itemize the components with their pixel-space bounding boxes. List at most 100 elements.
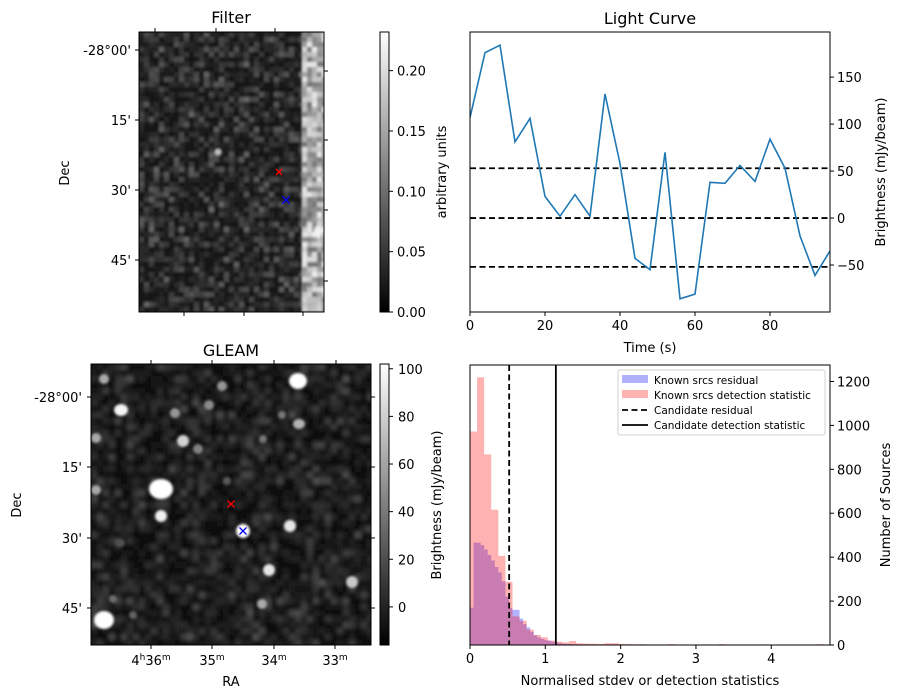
gleam-xtick-label: 4h36m	[131, 653, 170, 669]
detection-histogram-bar	[562, 642, 570, 645]
detection-histogram-bar	[477, 377, 485, 645]
gleam-radio-source	[114, 404, 128, 416]
residual-histogram-bar	[523, 624, 527, 645]
residual-histogram-bar	[519, 618, 524, 645]
residual-histogram-bar	[565, 643, 570, 645]
gleam-radio-source	[293, 419, 305, 429]
light-curve-xtick-label: 40	[612, 319, 629, 334]
detection-histogram-bar	[554, 641, 563, 645]
light-curve-xtick-label: 80	[762, 319, 779, 334]
gleam-xtick-label: 34m	[261, 653, 286, 669]
filter-colorbar: 0.00 0.05 0.10 0.15 0.20 arbitrary units	[379, 31, 450, 321]
detection-histogram-bar	[491, 509, 499, 645]
gleam-colorbar-tick-label: 100	[398, 363, 423, 378]
residual-histogram-bar	[562, 643, 566, 645]
detection-histogram-bar	[484, 454, 492, 645]
filter-ylabel: Dec	[58, 160, 73, 185]
residual-histogram-bar	[491, 560, 495, 645]
gleam-radio-source	[217, 381, 227, 391]
gleam-radio-source	[259, 435, 267, 443]
gleam-radio-source	[257, 599, 267, 609]
gleam-radio-source	[115, 539, 125, 547]
residual-histogram-bar	[484, 549, 488, 645]
detection-histogram-bar	[498, 555, 506, 645]
detection-histogram-bar	[852, 644, 859, 645]
light-curve-xtick-label: 20	[537, 319, 554, 334]
detection-histogram-bar	[540, 637, 548, 645]
filter-ticks	[135, 28, 328, 316]
legend-label: Known srcs residual	[654, 375, 758, 387]
residual-histogram-bar	[533, 635, 538, 645]
gleam-radio-source	[94, 611, 114, 629]
gleam-colorbar-tick-label: 20	[398, 553, 415, 568]
legend-swatch	[622, 375, 648, 383]
filter-candidate-marker	[275, 168, 283, 176]
light-curve-ytick-label: 150	[837, 71, 862, 86]
legend-label: Known srcs detection statistic	[654, 390, 811, 402]
gleam-radio-source	[129, 611, 137, 619]
residual-histogram-bar	[547, 640, 552, 645]
filter-colorbar-label: arbitrary units	[435, 125, 450, 218]
residual-histogram-bar	[487, 554, 492, 645]
histogram-ytick-label: 800	[837, 463, 862, 478]
histogram-xtick-label: 4	[767, 652, 775, 667]
histogram-xtick-label: 0	[466, 652, 474, 667]
gleam-axes-frame	[90, 363, 372, 646]
gleam-radio-source	[177, 435, 189, 447]
detection-histogram-bar	[604, 643, 612, 645]
gleam-title: GLEAM	[203, 341, 259, 360]
detection-histogram-bar	[618, 643, 626, 645]
light-curve-panel: Light Curve 0 20 40 60 80 −50 0 50 100 150 Time (…	[466, 9, 889, 356]
legend-frame	[617, 369, 826, 436]
gleam-colorbar-tick-label: 80	[398, 410, 415, 425]
gleam-colorbar-tick-label: 60	[398, 458, 415, 473]
filter-colorbar-tick-label: 0.10	[397, 185, 426, 200]
light-curve-axes-frame	[469, 31, 831, 313]
residual-histogram-bar	[512, 609, 517, 645]
gleam-xtick-label: 33m	[322, 653, 347, 669]
light-curve-xtick-label: 0	[466, 319, 474, 334]
gleam-colorbar-label: Brightness (mJy/beam)	[430, 431, 445, 580]
gleam-radio-source	[263, 564, 275, 576]
residual-histogram-bar	[477, 542, 481, 645]
detection-histogram-bar	[597, 643, 605, 645]
filter-panel: Filter -28°00' 15' 30' 45' Dec	[58, 8, 450, 321]
residual-histogram-bar	[508, 608, 513, 645]
legend-swatch	[622, 390, 648, 398]
detection-histogram-bar	[470, 431, 478, 645]
filter-image	[139, 32, 324, 312]
detection-histogram-bar	[519, 620, 527, 645]
histogram-axes-frame	[469, 364, 831, 646]
gleam-radio-source	[91, 485, 101, 495]
filter-colorbar-tick-label: 0.00	[397, 306, 426, 321]
light-curve-ytick-label: 50	[837, 165, 854, 180]
filter-colorbar-tick-label: 0.05	[397, 246, 426, 261]
detection-histogram-bar	[533, 635, 541, 645]
gleam-ytick-label: -28°00'	[34, 391, 82, 406]
light-curve-title: Light Curve	[604, 9, 696, 28]
gleam-radio-source	[346, 576, 358, 588]
gleam-ytick-label: 30'	[62, 532, 82, 547]
gleam-xtick-label: 35m	[199, 653, 224, 669]
filter-ytick-label: 15'	[111, 114, 131, 129]
residual-histogram-bar	[544, 640, 548, 645]
light-curve-xlabel: Time (s)	[623, 341, 677, 356]
detection-histogram-bar	[583, 643, 591, 645]
histogram-ytick-label: 1200	[837, 375, 870, 390]
histogram-ytick-label: 400	[837, 551, 862, 566]
residual-histogram-bar	[470, 607, 474, 645]
gleam-radio-source	[284, 520, 296, 532]
histogram-xtick-label: 1	[541, 652, 549, 667]
residual-histogram-bar	[494, 567, 499, 645]
residual-histogram-bar	[480, 545, 485, 645]
histogram-ytick-label: 200	[837, 595, 862, 610]
residual-histogram-bar	[530, 631, 534, 645]
histogram-xtick-label: 3	[692, 652, 700, 667]
detection-histogram-bar	[569, 641, 577, 645]
residual-histogram-bar	[526, 627, 531, 645]
histogram-ylabel: Number of Sources	[879, 443, 894, 568]
filter-ytick-label: 30'	[111, 184, 131, 199]
light-curve-ytick-label: 100	[837, 118, 862, 133]
gleam-source-marker	[239, 527, 247, 535]
residual-histogram-bar	[505, 596, 509, 645]
